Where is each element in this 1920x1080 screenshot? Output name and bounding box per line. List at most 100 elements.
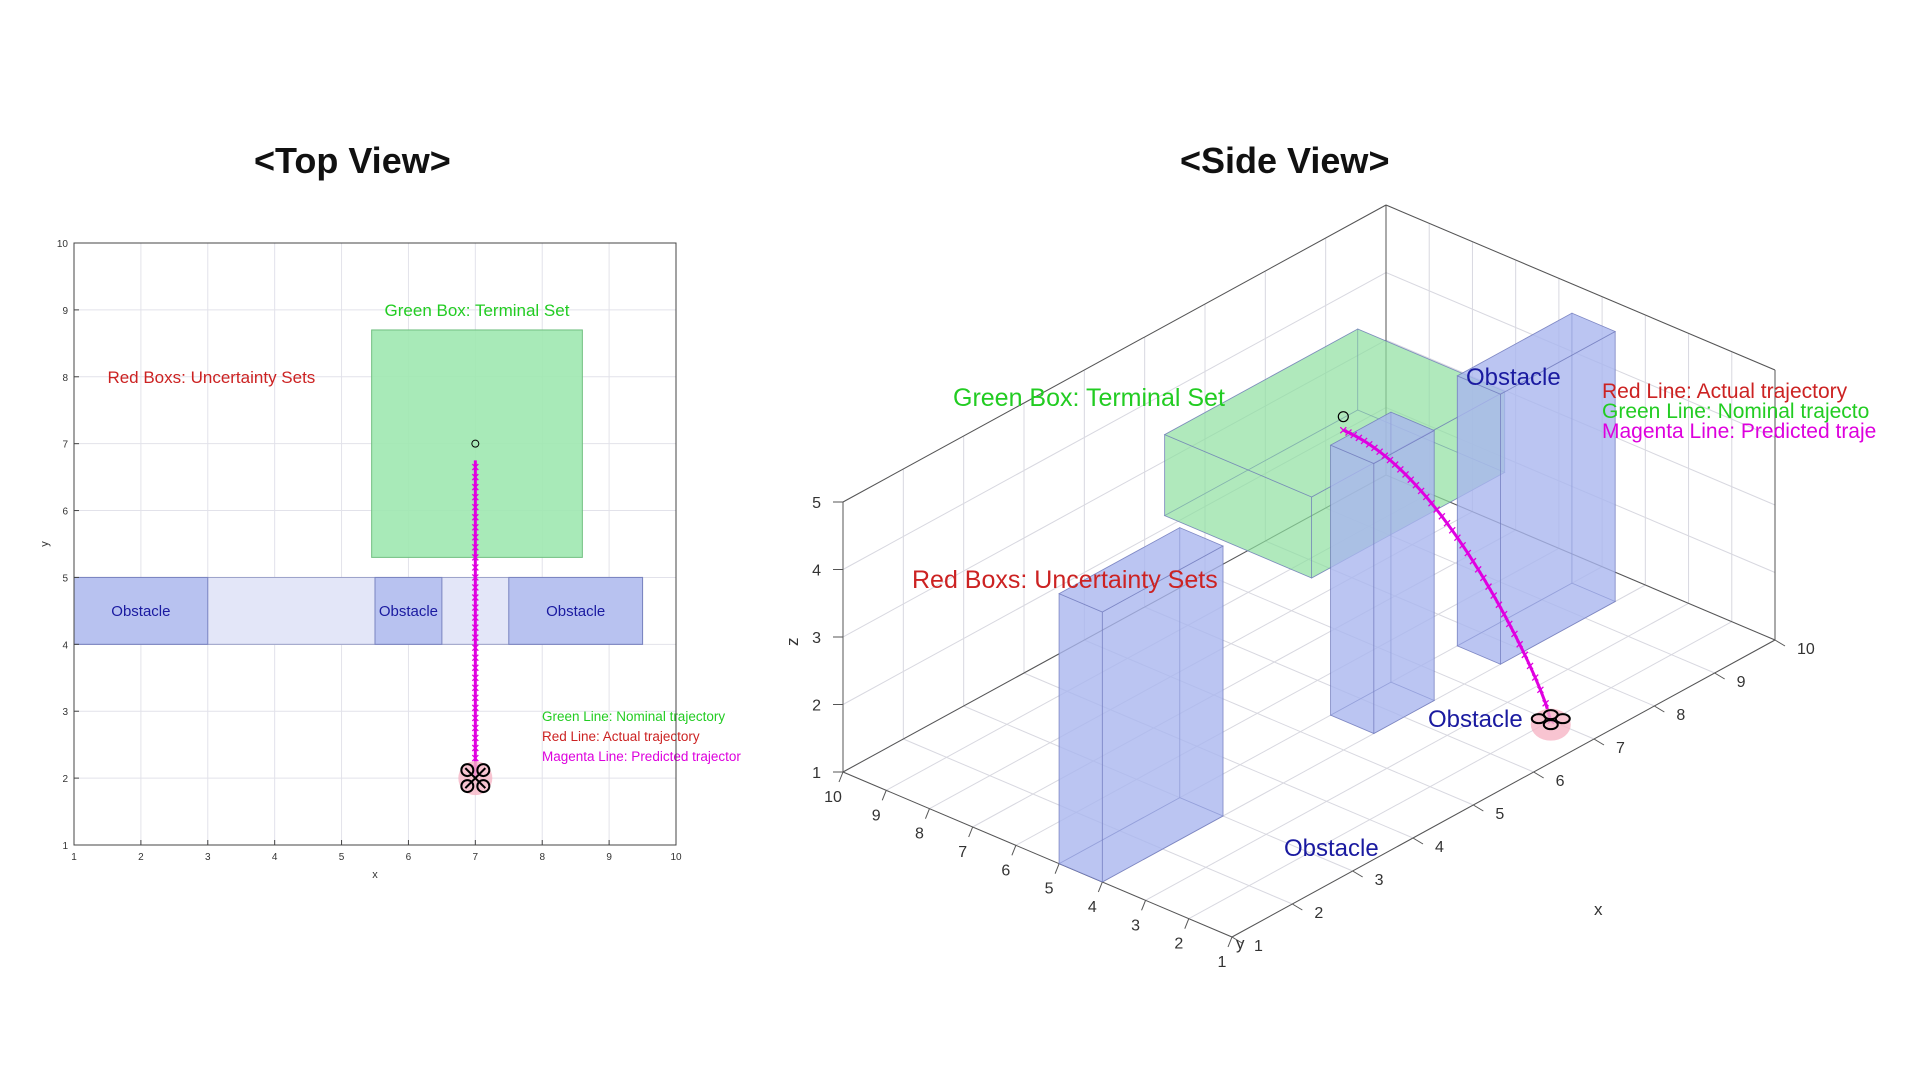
side-y-tick xyxy=(881,790,887,801)
side-axis-edge xyxy=(842,204,1387,503)
cuboid-face xyxy=(1163,328,1506,498)
cuboid-face xyxy=(1058,527,1224,613)
side-y-tick xyxy=(1054,863,1060,874)
side-x-axis-label: x xyxy=(1594,900,1603,919)
side-y-tick xyxy=(1011,845,1017,856)
trajectory-point xyxy=(471,704,479,712)
top-y-tick-label: 1 xyxy=(62,841,68,852)
top-x-tick-label: 9 xyxy=(606,852,612,863)
trajectory-point xyxy=(471,644,479,652)
target-marker xyxy=(471,439,480,448)
top-y-tick-label: 4 xyxy=(62,640,68,651)
top-y-tick-label: 3 xyxy=(62,707,68,718)
side-trajectory-point xyxy=(1505,620,1513,628)
side-obstacle-label-tall: Obstacle xyxy=(1466,364,1561,391)
cuboid-face xyxy=(1456,312,1617,395)
trajectory-point xyxy=(471,734,479,742)
side-trajectory-point xyxy=(1448,526,1456,534)
top-x-tick-label: 7 xyxy=(473,852,479,863)
side-x-tick-label: 5 xyxy=(1495,806,1504,823)
side-trajectory-point xyxy=(1339,426,1347,434)
side-trajectory-point xyxy=(1422,493,1430,501)
side-x-tick xyxy=(1231,936,1243,944)
trajectory-point xyxy=(471,533,479,541)
side-y-tick-label: 1 xyxy=(1218,954,1227,971)
top-legend-entry: Red Line: Actual trajectory xyxy=(542,729,700,744)
side-x-tick xyxy=(1533,771,1544,779)
side-axis-edge xyxy=(1385,204,1776,371)
trajectory-point xyxy=(471,543,479,551)
side-y-tick xyxy=(1184,918,1190,929)
top-view-title: <Top View> xyxy=(254,140,451,181)
obstacle-label-1: Obstacle xyxy=(111,603,170,620)
drone-rotor xyxy=(460,779,475,794)
side-y-tick xyxy=(1141,900,1147,911)
trajectory-point xyxy=(471,724,479,732)
side-trajectory-point xyxy=(1521,651,1529,659)
side-trajectory-point xyxy=(1360,437,1368,445)
trajectory-point xyxy=(471,694,479,702)
side-z-tick-label: 1 xyxy=(812,765,821,782)
trajectory-point xyxy=(471,714,479,722)
side-y-tick xyxy=(1227,936,1233,948)
top-y-tick-label: 5 xyxy=(62,573,68,584)
side-x-tick-label: 8 xyxy=(1676,707,1685,724)
trajectory-point xyxy=(471,563,479,571)
side-x-tick-label: 1 xyxy=(1254,938,1263,955)
trajectory-point xyxy=(471,604,479,612)
top-x-tick-label: 10 xyxy=(670,852,682,863)
trajectory-point xyxy=(471,584,479,591)
trajectory-point xyxy=(471,573,479,581)
trajectory-point xyxy=(471,513,479,521)
side-z-tick-label: 5 xyxy=(812,495,821,512)
side-y-tick xyxy=(968,826,974,838)
side-obstacle-label-middle: Obstacle xyxy=(1428,706,1523,733)
side-terminal-set-label: Green Box: Terminal Set xyxy=(953,384,1225,412)
side-trajectory-point xyxy=(1438,512,1446,520)
side-grid-floor-y xyxy=(1145,602,1689,901)
side-trajectory-point xyxy=(1516,640,1524,648)
side-y-tick-label: 8 xyxy=(915,826,924,843)
side-view-title: <Side View> xyxy=(1180,140,1390,181)
side-y-tick-label: 5 xyxy=(1045,881,1054,898)
side-trajectory-point xyxy=(1407,476,1415,484)
trajectory-point xyxy=(471,674,479,682)
side-trajectory-point xyxy=(1412,481,1420,489)
side-y-tick xyxy=(924,808,930,819)
obstacle-2 xyxy=(374,576,443,645)
side-trajectory-point xyxy=(1459,541,1467,549)
side-x-tick-label: 4 xyxy=(1435,839,1444,856)
side-trajectory-point xyxy=(1469,557,1477,565)
side-trajectory-point xyxy=(1500,610,1508,618)
top-y-tick-label: 10 xyxy=(57,239,69,250)
top-y-tick-label: 8 xyxy=(62,373,68,384)
side-trajectory-point xyxy=(1490,592,1498,600)
top-x-tick-label: 2 xyxy=(138,852,144,863)
trajectory-point xyxy=(471,483,479,491)
side-trajectory-point xyxy=(1536,686,1544,694)
side-trajectory-point xyxy=(1531,674,1539,682)
side-trajectory-point xyxy=(1381,452,1389,460)
top-x-axis-label: x xyxy=(372,869,378,881)
trajectory-point xyxy=(471,684,479,692)
side-x-tick xyxy=(1593,738,1605,746)
side-obstacle-label-front: Obstacle xyxy=(1284,835,1379,862)
drone-rotor xyxy=(476,763,491,778)
side-trajectory-point xyxy=(1542,699,1550,707)
top-x-tick-label: 4 xyxy=(272,852,278,863)
obstacle-label-3: Obstacle xyxy=(546,603,605,620)
drone-rotor xyxy=(460,763,475,778)
side-x-tick xyxy=(1292,903,1303,911)
cuboid-face xyxy=(1330,444,1375,735)
top-x-tick-label: 6 xyxy=(406,852,412,863)
side-trajectory-point xyxy=(1474,565,1482,573)
side-y-tick-label: 2 xyxy=(1174,936,1183,953)
trajectory-point xyxy=(471,744,479,752)
drone-rotor xyxy=(476,779,491,794)
top-x-tick-label: 8 xyxy=(539,852,545,863)
side-drone-uncertainty-disc xyxy=(1530,708,1571,741)
side-x-tick-label: 2 xyxy=(1314,905,1323,922)
side-z-tick-label: 3 xyxy=(812,630,821,647)
terminal-set-label: Green Box: Terminal Set xyxy=(385,301,570,320)
side-trajectory-point xyxy=(1495,601,1503,609)
